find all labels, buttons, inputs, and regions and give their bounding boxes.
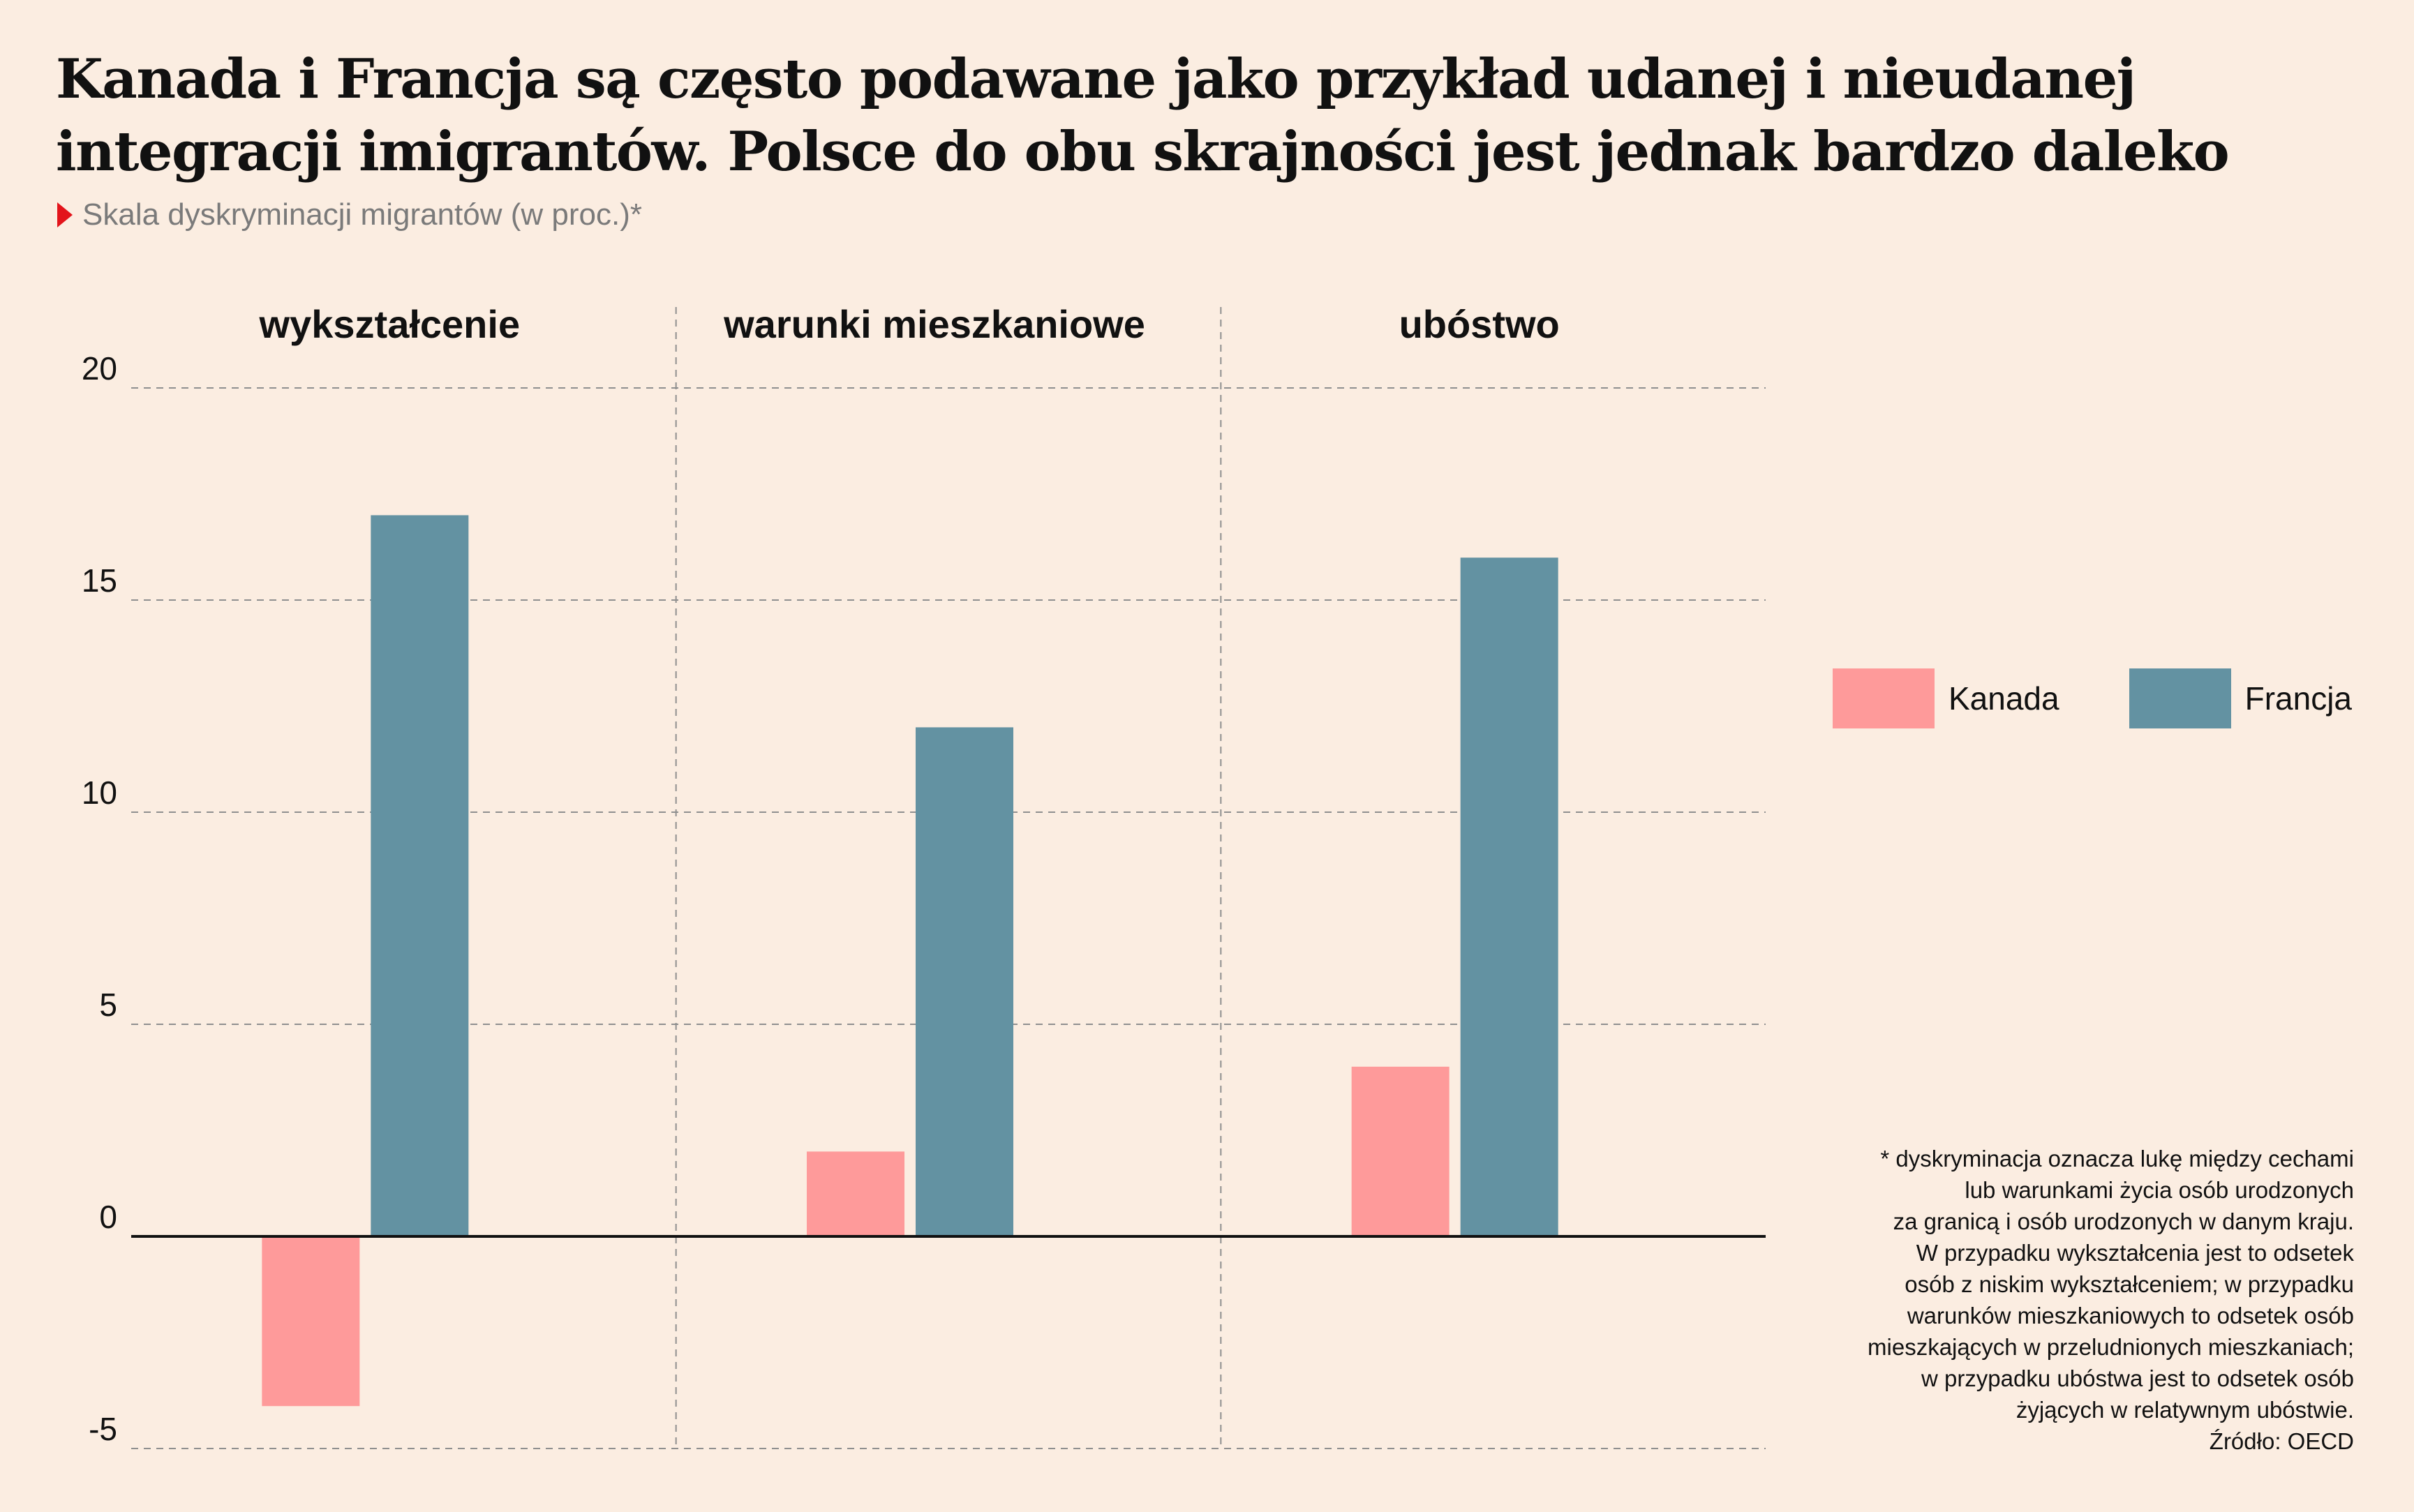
chart-subtitle: Skala dyskryminacji migrantów (w proc.)* bbox=[57, 194, 642, 236]
y-tick-label: 15 bbox=[82, 562, 117, 599]
y-tick-label: -5 bbox=[89, 1411, 117, 1447]
legend-label-francja: Francja bbox=[2244, 680, 2352, 717]
footnote-line: w przypadku ubóstwa jest to odsetek osób bbox=[1921, 1365, 2354, 1391]
y-axis-ticks: -5 0 5 10 15 20 bbox=[82, 350, 117, 1447]
legend-label-kanada: Kanada bbox=[1949, 680, 2059, 717]
footnote: * dyskryminacja oznacza lukę między cech… bbox=[1726, 1143, 2354, 1457]
y-tick-label: 20 bbox=[82, 350, 117, 387]
bar-kanada bbox=[1351, 1066, 1450, 1236]
triangle-marker-icon bbox=[57, 202, 73, 227]
footnote-line: za granicą i osób urodzonych w danym kra… bbox=[1893, 1208, 2354, 1234]
bar-kanada bbox=[262, 1236, 360, 1407]
bars bbox=[262, 515, 1558, 1407]
category-labels: wykształcenie warunki mieszkaniowe ubóstwo bbox=[259, 302, 1560, 346]
footnote-line: żyjących w relatywnym ubóstwie. bbox=[2016, 1397, 2354, 1423]
footnote-line: lub warunkami życia osób urodzonych bbox=[1965, 1177, 2354, 1203]
y-tick-label: 0 bbox=[99, 1199, 117, 1235]
footnote-line: * dyskryminacja oznacza lukę między cech… bbox=[1880, 1146, 2354, 1172]
legend-item-kanada: Kanada bbox=[1833, 668, 2059, 728]
chart-title: Kanada i Francja są często podawane jako… bbox=[56, 47, 2230, 184]
legend-swatch-francja bbox=[2129, 668, 2231, 728]
group-separators bbox=[675, 307, 1222, 1449]
legend-swatch-kanada bbox=[1833, 668, 1935, 728]
y-tick-label: 5 bbox=[99, 987, 117, 1023]
y-tick-label: 10 bbox=[82, 774, 117, 811]
footnote-line: W przypadku wykształcenia jest to odsete… bbox=[1916, 1240, 2354, 1266]
category-label: wykształcenie bbox=[259, 302, 521, 346]
footnote-line: osób z niskim wykształceniem; w przypadk… bbox=[1905, 1271, 2354, 1297]
bar-kanada bbox=[807, 1151, 904, 1236]
footnote-line: mieszkających w przeludnionych mieszkani… bbox=[1868, 1334, 2354, 1360]
category-label: ubóstwo bbox=[1399, 302, 1560, 346]
category-label: warunki mieszkaniowe bbox=[723, 302, 1145, 346]
legend: Kanada Francja bbox=[1833, 668, 2352, 728]
subtitle-text: Skala dyskryminacji migrantów (w proc.)* bbox=[82, 197, 642, 232]
legend-item-francja: Francja bbox=[2129, 668, 2352, 728]
footnote-line: warunków mieszkaniowych to odsetek osób bbox=[1907, 1303, 2354, 1328]
bar-francja bbox=[1460, 557, 1558, 1236]
bar-francja bbox=[371, 515, 469, 1236]
footnote-line: Źródło: OECD bbox=[2209, 1428, 2354, 1454]
bar-francja bbox=[916, 727, 1013, 1236]
